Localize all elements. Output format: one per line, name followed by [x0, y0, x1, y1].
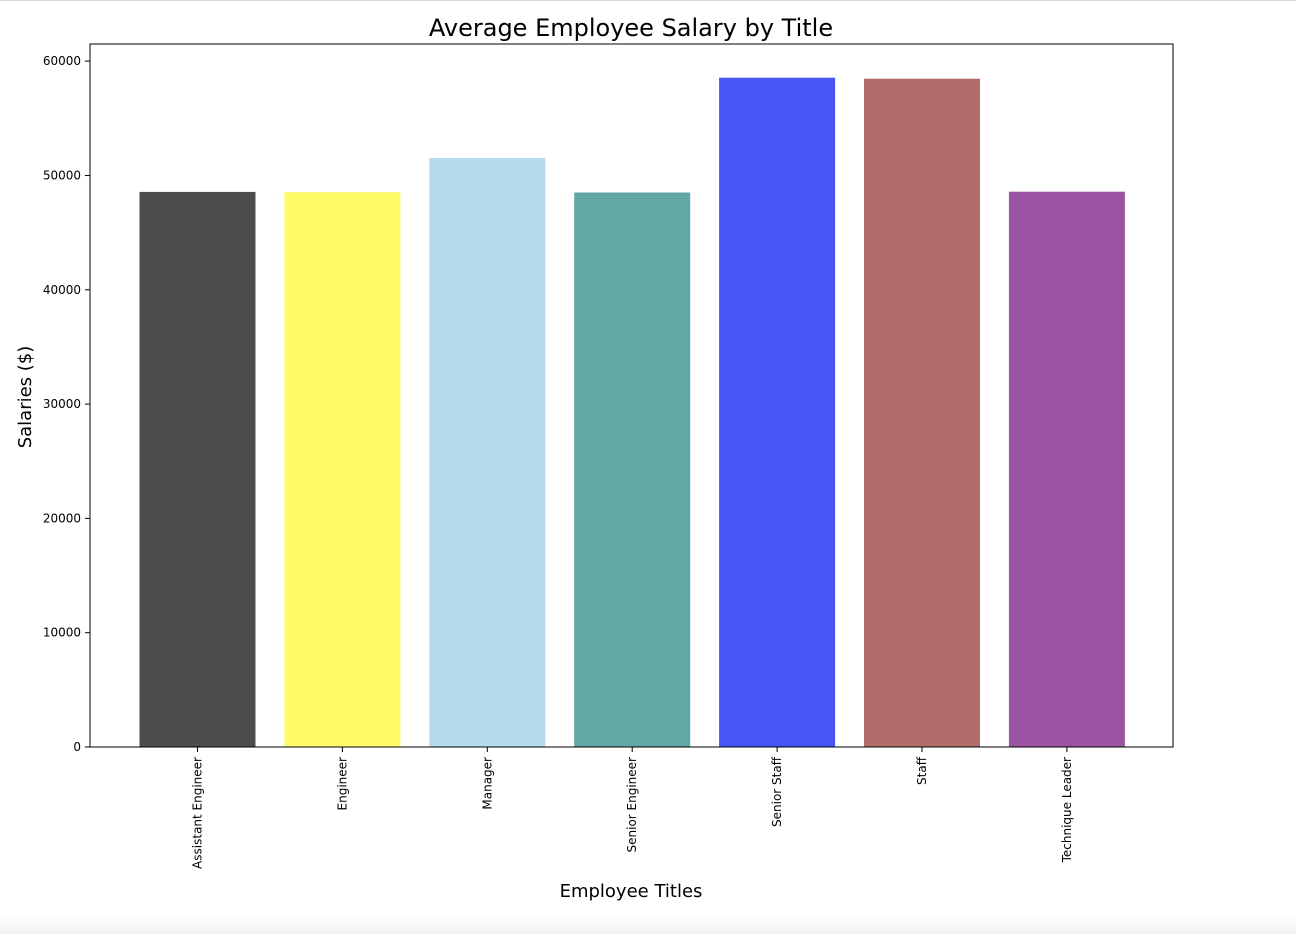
- y-tick-label: 10000: [43, 626, 81, 640]
- x-axis-label: Employee Titles: [560, 881, 703, 902]
- x-tick-label-technique-leader: Technique Leader: [1060, 757, 1074, 863]
- bar-manager: [429, 158, 546, 747]
- bar-engineer: [284, 192, 401, 747]
- y-axis-ticks: 0 10000 20000 30000 40000 50000 60000: [43, 54, 90, 754]
- x-tick-label-engineer: Engineer: [335, 757, 349, 811]
- x-tick-label-manager: Manager: [480, 757, 494, 810]
- y-tick-label: 20000: [43, 511, 81, 525]
- x-tick-label-senior-staff: Senior Staff: [770, 756, 784, 827]
- top-divider: [0, 0, 1296, 1]
- y-tick-label: 0: [73, 740, 81, 754]
- y-tick-label: 40000: [43, 283, 81, 297]
- y-axis-label: Salaries ($): [15, 346, 36, 449]
- y-tick-label: 60000: [43, 54, 81, 68]
- y-tick-label: 50000: [43, 169, 81, 183]
- x-tick-label-staff: Staff: [915, 756, 929, 785]
- plot-frame: [89, 43, 1174, 748]
- bar-staff: [864, 78, 980, 747]
- x-tick-label-senior-engineer: Senior Engineer: [625, 757, 639, 853]
- bar-technique-leader: [1008, 191, 1125, 747]
- bar-assistant-engineer: [139, 191, 256, 747]
- x-tick-label-assistant-engineer: Assistant Engineer: [191, 757, 205, 869]
- bar-senior-engineer: [574, 192, 691, 747]
- bars-group: [139, 77, 1125, 747]
- chart-title: Average Employee Salary by Title: [429, 14, 833, 42]
- x-axis-ticks: Assistant Engineer Engineer Manager Senior …: [191, 747, 1074, 869]
- y-tick-label: 30000: [43, 397, 81, 411]
- bar-senior-staff: [719, 77, 836, 747]
- bottom-band: [0, 914, 1296, 934]
